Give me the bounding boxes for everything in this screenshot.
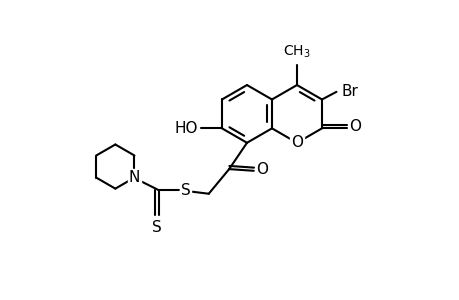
Text: CH$_3$: CH$_3$ [283,44,310,60]
Text: S: S [152,220,162,235]
Text: O: O [255,163,267,178]
Text: O: O [348,119,360,134]
Text: HO: HO [174,121,198,136]
Text: S: S [180,183,190,198]
Text: O: O [291,135,302,150]
Text: Br: Br [341,84,358,99]
Text: N: N [129,170,140,185]
